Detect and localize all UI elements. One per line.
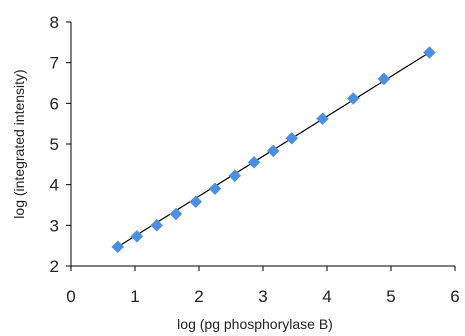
data-point	[346, 92, 360, 105]
x-tick-label: 2	[194, 287, 203, 306]
y-tick-label: 7	[50, 54, 59, 73]
y-tick-label: 4	[50, 176, 59, 195]
data-point	[150, 218, 164, 232]
x-tick-label: 1	[130, 287, 139, 306]
data-point	[228, 169, 242, 183]
data-point	[208, 182, 222, 196]
y-tick-label: 8	[50, 13, 59, 32]
data-points	[111, 46, 436, 254]
x-tick-label: 3	[258, 287, 267, 306]
data-point	[130, 229, 144, 243]
y-axis-label: log (integrated intensity)	[11, 69, 27, 218]
x-tick-label: 4	[322, 287, 331, 306]
data-point	[316, 112, 329, 126]
data-point	[169, 207, 183, 221]
data-point	[266, 144, 280, 158]
x-tick-label: 6	[450, 287, 459, 306]
data-point	[189, 195, 203, 209]
x-axis-label: log (pg phosphorylase B)	[177, 316, 333, 332]
y-tick-label: 2	[50, 257, 59, 276]
x-axis-ticks: 0 1 2 3 4 5 6	[66, 266, 460, 306]
x-tick-label: 0	[66, 287, 75, 306]
y-tick-label: 6	[50, 94, 59, 113]
x-tick-label: 5	[386, 287, 395, 306]
axes: 2 3 4 5 6 7 8 0 1 2 3 4 5 6	[50, 13, 460, 306]
data-point	[247, 155, 261, 169]
data-point	[111, 240, 125, 254]
y-axis-ticks: 2 3 4 5 6 7 8	[50, 13, 71, 276]
y-tick-label: 3	[50, 216, 59, 235]
y-tick-label: 5	[50, 135, 59, 154]
data-point	[423, 46, 436, 59]
data-point	[377, 72, 391, 86]
data-point	[285, 131, 299, 145]
